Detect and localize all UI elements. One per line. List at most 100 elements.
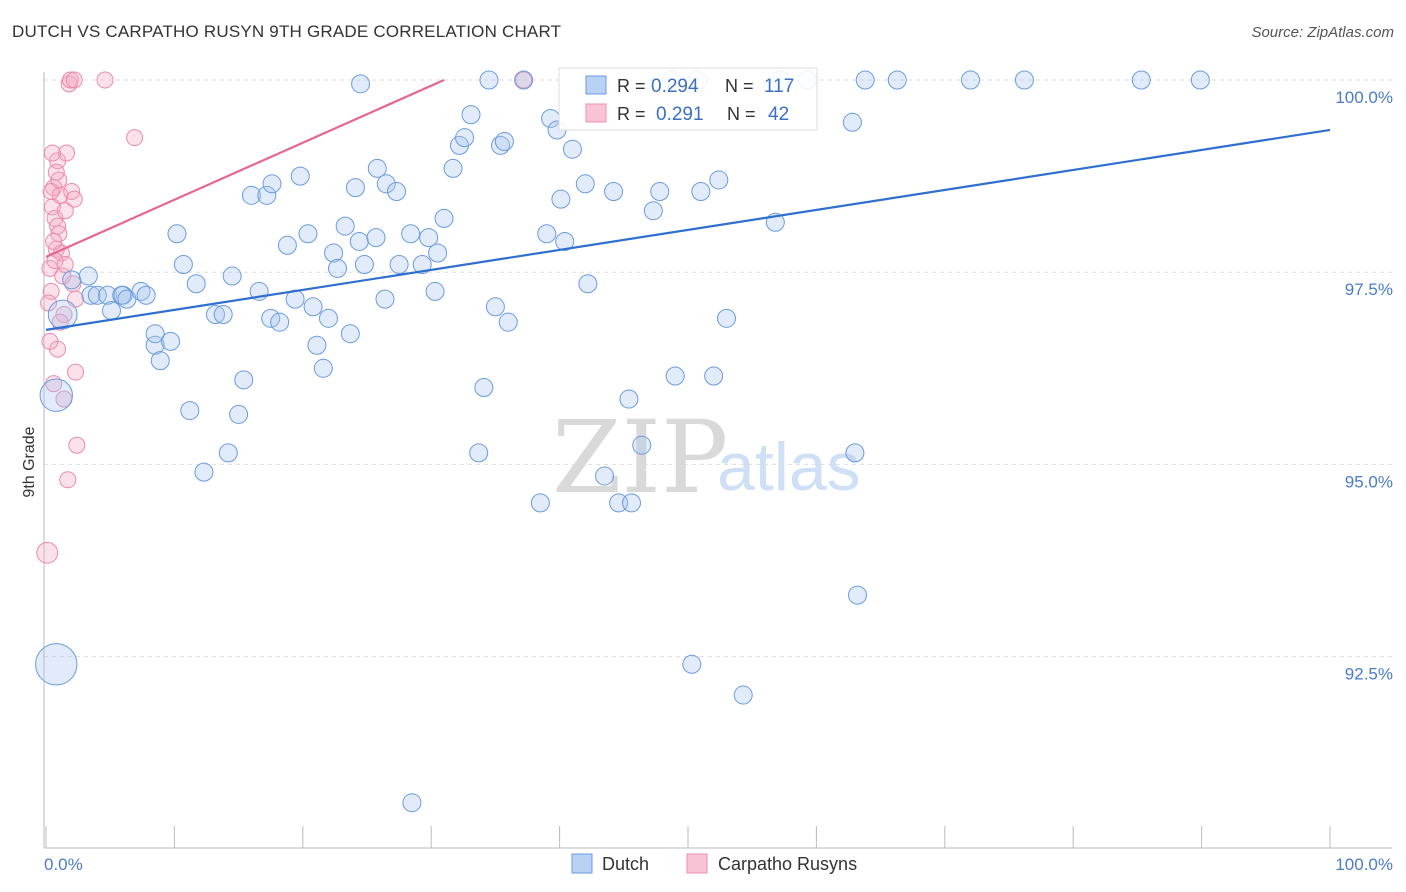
dutch-point bbox=[555, 231, 575, 251]
rusyn-point bbox=[59, 471, 77, 489]
dutch-point bbox=[537, 224, 557, 244]
y-tick-label: 95.0% bbox=[1345, 472, 1393, 491]
stats-legend-box: R = 0.294 N = 117 R = 0.291 N = 42 bbox=[558, 67, 818, 131]
rusyn-n-label: N = bbox=[727, 104, 756, 124]
dutch-trend-line bbox=[45, 128, 1331, 331]
dutch-point bbox=[428, 243, 448, 263]
dutch-r-value: 0.294 bbox=[651, 76, 699, 97]
axes bbox=[43, 72, 1392, 849]
dutch-point bbox=[98, 285, 118, 305]
dutch-point bbox=[173, 255, 193, 275]
dutch-n-label: N = bbox=[725, 76, 754, 96]
dutch-point bbox=[167, 224, 187, 244]
rusyn-point bbox=[56, 202, 74, 220]
dutch-point bbox=[434, 208, 454, 228]
rusyn-point bbox=[45, 232, 63, 250]
dutch-point bbox=[313, 358, 333, 378]
rusyn-point bbox=[515, 71, 533, 89]
y-tick-label: 100.0% bbox=[1335, 88, 1393, 107]
bottom-legend: Dutch Carpatho Rusyns bbox=[571, 853, 857, 874]
dutch-point bbox=[81, 285, 101, 305]
dutch-point bbox=[222, 266, 242, 286]
dutch-point bbox=[324, 243, 344, 263]
rusyn-point bbox=[65, 71, 83, 89]
y-tick-label: 92.5% bbox=[1345, 665, 1393, 684]
dutch-point bbox=[1014, 70, 1034, 90]
dutch-point bbox=[340, 324, 360, 344]
watermark-zip: ZIP bbox=[552, 399, 728, 516]
dutch-point bbox=[682, 654, 702, 674]
dutch-point bbox=[101, 301, 121, 321]
dutch-point bbox=[595, 466, 615, 486]
dutch-point bbox=[717, 308, 737, 328]
rusyn-trend-line bbox=[45, 78, 445, 258]
dutch-point bbox=[47, 299, 78, 330]
dutch-point bbox=[161, 331, 181, 351]
dutch-r-label: R = bbox=[617, 76, 646, 96]
dutch-point bbox=[514, 70, 534, 90]
rusyn-point bbox=[65, 190, 83, 208]
dutch-point bbox=[277, 235, 297, 255]
dutch-point bbox=[290, 166, 310, 186]
watermark-atlas: atlas bbox=[717, 429, 861, 505]
dutch-point bbox=[845, 443, 865, 463]
dutch-point bbox=[387, 181, 407, 201]
dutch-point bbox=[366, 228, 386, 248]
rusyn-n-value: 42 bbox=[768, 104, 789, 125]
rusyn-r-label: R = bbox=[617, 104, 646, 124]
dutch-point bbox=[39, 378, 73, 412]
rusyn-point bbox=[43, 144, 61, 162]
dutch-point bbox=[145, 324, 165, 344]
rusyn-point bbox=[55, 305, 73, 323]
dutch-point bbox=[298, 224, 318, 244]
dutch-point bbox=[494, 132, 514, 152]
dutch-point bbox=[257, 185, 277, 205]
dutch-point bbox=[491, 135, 511, 155]
dutch-stat-swatch bbox=[585, 75, 607, 95]
dutch-point bbox=[367, 158, 387, 178]
dutch-point bbox=[376, 174, 396, 194]
dutch-point bbox=[112, 285, 132, 305]
dutch-point bbox=[241, 185, 261, 205]
dutch-point bbox=[709, 170, 729, 190]
dutch-point bbox=[150, 351, 170, 371]
dutch-point bbox=[349, 231, 369, 251]
y-tick-label: 97.5% bbox=[1345, 280, 1393, 299]
dutch-point bbox=[469, 443, 489, 463]
dutch-point bbox=[375, 289, 395, 309]
dutch-point bbox=[229, 404, 249, 424]
dutch-point bbox=[318, 308, 338, 328]
legend-swatch-dutch[interactable] bbox=[571, 853, 593, 874]
dutch-point bbox=[622, 493, 642, 513]
legend-swatch-rusyn[interactable] bbox=[686, 853, 708, 874]
legend-label-rusyn[interactable]: Carpatho Rusyns bbox=[718, 854, 857, 874]
axis-ticks: 100.0% 97.5% 95.0% 92.5% bbox=[45, 88, 1393, 848]
dutch-point bbox=[213, 304, 233, 324]
dutch-point bbox=[847, 585, 867, 605]
dutch-point bbox=[842, 112, 862, 132]
rusyn-point bbox=[58, 144, 76, 162]
rusyn-point bbox=[68, 436, 86, 454]
dutch-point bbox=[412, 255, 432, 275]
dutch-point bbox=[270, 312, 290, 332]
source-credit: Source: ZipAtlas.com bbox=[1251, 24, 1394, 41]
rusyn-point bbox=[61, 71, 79, 89]
legend-label-dutch[interactable]: Dutch bbox=[602, 854, 649, 874]
rusyn-point bbox=[45, 375, 63, 393]
dutch-point bbox=[632, 435, 652, 455]
dutch-n-value: 117 bbox=[764, 76, 794, 97]
dutch-point bbox=[401, 224, 421, 244]
rusyn-point bbox=[36, 541, 59, 564]
rusyn-point bbox=[56, 256, 74, 274]
dutch-point bbox=[643, 201, 663, 221]
dutch-point bbox=[402, 793, 422, 813]
rusyn-point bbox=[67, 363, 85, 381]
carpatho-rusyn-points bbox=[36, 71, 533, 564]
rusyn-point bbox=[96, 71, 114, 89]
dutch-point bbox=[578, 274, 598, 294]
dutch-point bbox=[461, 105, 481, 125]
dutch-point bbox=[530, 493, 550, 513]
x-tick-label-min: 0.0% bbox=[44, 855, 83, 874]
rusyn-point bbox=[42, 182, 60, 200]
dutch-point bbox=[354, 255, 374, 275]
